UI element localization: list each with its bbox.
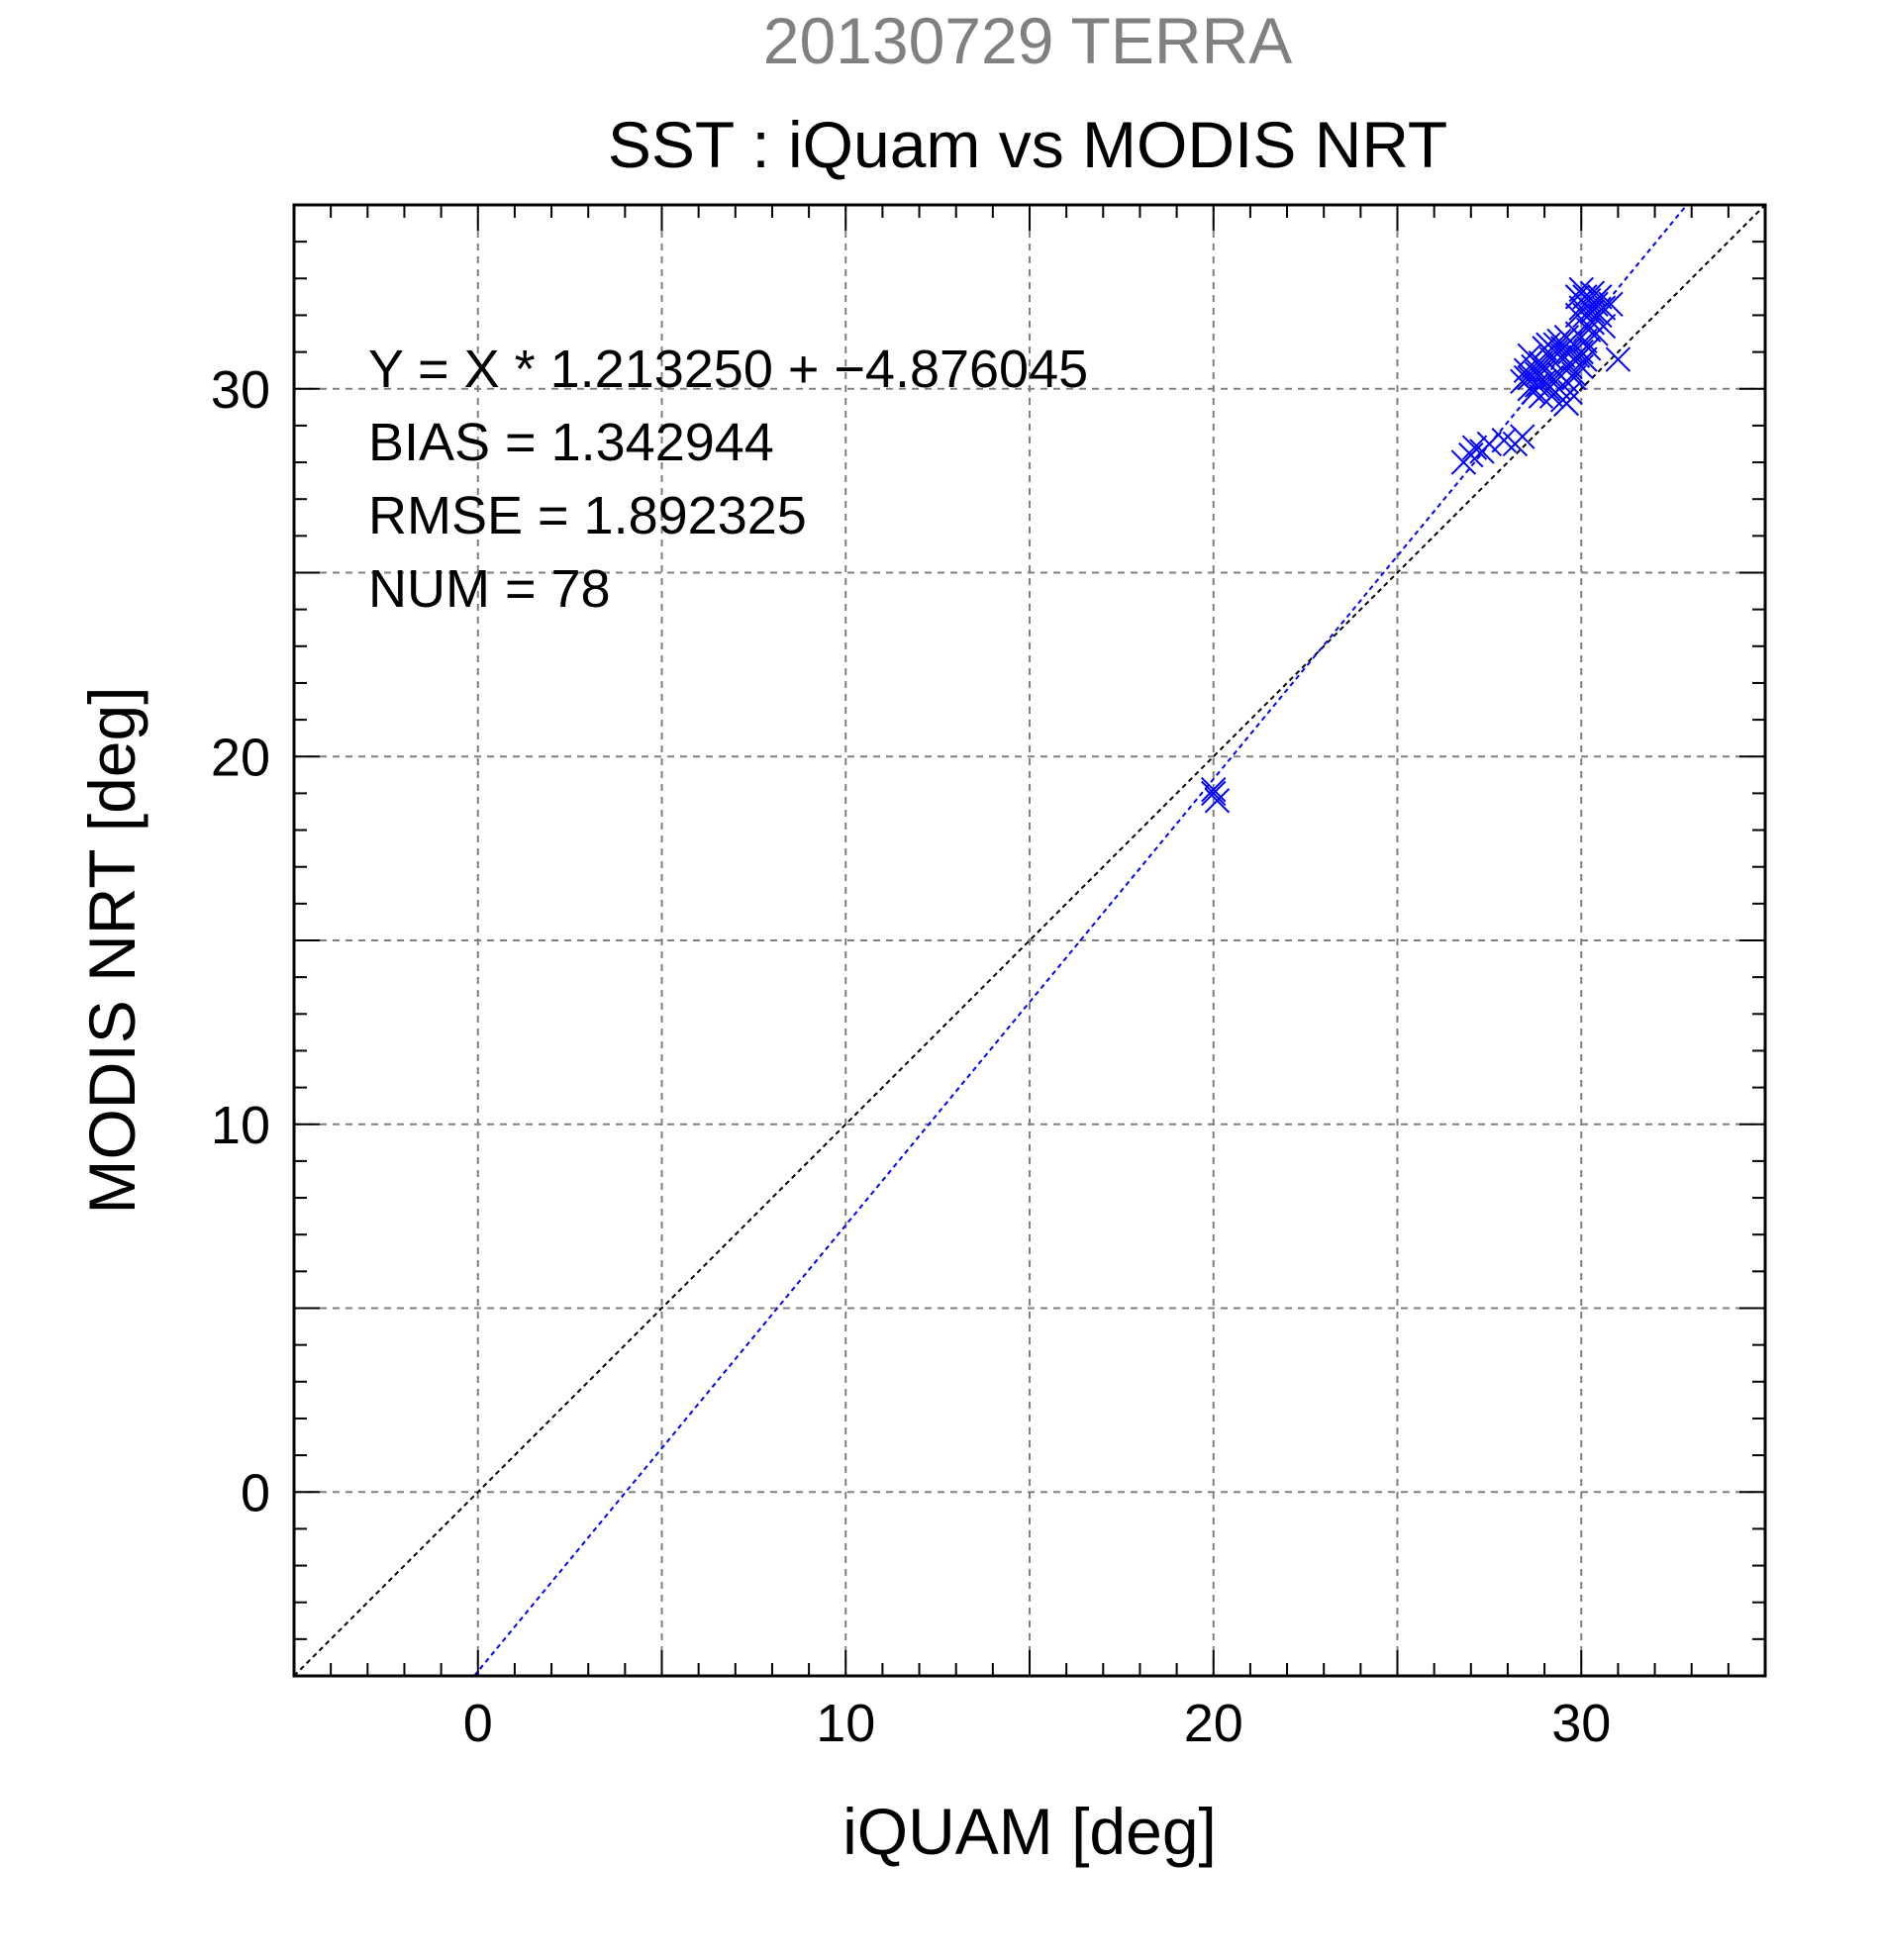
reference-lines xyxy=(293,204,1766,1677)
y-tick-label: 0 xyxy=(241,1463,270,1522)
data-point xyxy=(1598,291,1624,318)
y-tick-label: 10 xyxy=(211,1096,270,1155)
marker-stroke xyxy=(1204,788,1231,814)
stats-annotation: Y = X * 1.213250 + −4.876045 BIAS = 1.34… xyxy=(368,340,1088,619)
data-point xyxy=(1513,364,1539,391)
marker-stroke xyxy=(1564,284,1591,310)
data-point xyxy=(1204,788,1231,814)
marker-stroke xyxy=(1528,353,1554,380)
marker-stroke xyxy=(1557,379,1583,406)
data-point xyxy=(1461,435,1488,460)
marker-stroke xyxy=(1590,295,1617,321)
data-point xyxy=(1528,353,1554,380)
marker-stroke xyxy=(1201,780,1227,807)
num-value: NUM = 78 xyxy=(368,559,611,619)
marker-stroke xyxy=(1461,435,1488,460)
x-axis-label: iQUAM [deg] xyxy=(842,1795,1217,1868)
fit-equation: Y = X * 1.213250 + −4.876045 xyxy=(368,340,1088,399)
marker-stroke xyxy=(1561,364,1587,391)
rmse-value: RMSE = 1.892325 xyxy=(368,486,807,545)
marker-stroke xyxy=(1542,332,1568,357)
x-tick-label: 0 xyxy=(463,1694,493,1753)
bias-value: BIAS = 1.342944 xyxy=(368,413,774,472)
marker-stroke xyxy=(1575,317,1602,343)
tick-labels: 0 10 20 30 0 10 20 30 xyxy=(211,360,1611,1753)
data-point xyxy=(1572,284,1598,310)
marker-stroke xyxy=(1564,302,1591,329)
x-tick-label: 10 xyxy=(816,1694,875,1753)
marker-stroke xyxy=(1583,321,1609,346)
data-point xyxy=(1201,780,1227,807)
data-points xyxy=(1201,276,1632,814)
y-tick-label: 30 xyxy=(211,360,270,420)
marker-stroke xyxy=(1572,284,1598,310)
data-point xyxy=(1553,339,1580,365)
marker-stroke xyxy=(1598,291,1624,318)
marker-stroke xyxy=(1557,339,1583,365)
regression-line xyxy=(473,204,1688,1677)
data-point xyxy=(1605,346,1632,372)
y-tick-label: 20 xyxy=(211,728,270,787)
marker-stroke xyxy=(1201,776,1227,803)
data-point xyxy=(1561,364,1587,391)
marker-stroke xyxy=(1510,424,1535,449)
marker-stroke xyxy=(1553,339,1580,365)
marker-stroke xyxy=(1521,379,1546,406)
marker-stroke xyxy=(1568,353,1594,380)
data-point xyxy=(1575,336,1602,361)
data-point xyxy=(1590,295,1617,321)
data-point xyxy=(1542,332,1568,357)
plot-frame xyxy=(292,203,1767,1678)
x-tick-label: 30 xyxy=(1551,1694,1611,1753)
marker-stroke xyxy=(1575,336,1602,361)
marker-stroke xyxy=(1513,364,1539,391)
data-point xyxy=(1557,379,1583,406)
data-point xyxy=(1521,379,1546,406)
marker-stroke xyxy=(1605,346,1632,372)
chart-supertitle: 20130729 TERRA xyxy=(763,4,1292,77)
marker-stroke xyxy=(1524,372,1550,398)
data-point xyxy=(1476,431,1503,457)
x-tick-label: 20 xyxy=(1184,1694,1243,1753)
data-point xyxy=(1510,424,1535,449)
chart-title: SST : iQuam vs MODIS NRT xyxy=(608,108,1447,181)
data-point xyxy=(1583,321,1609,346)
marker-stroke xyxy=(1579,280,1606,306)
marker-stroke xyxy=(1476,431,1503,457)
marker-stroke xyxy=(1568,276,1594,303)
y-axis-label: MODIS NRT [deg] xyxy=(75,686,148,1214)
marker-stroke xyxy=(1491,428,1517,453)
